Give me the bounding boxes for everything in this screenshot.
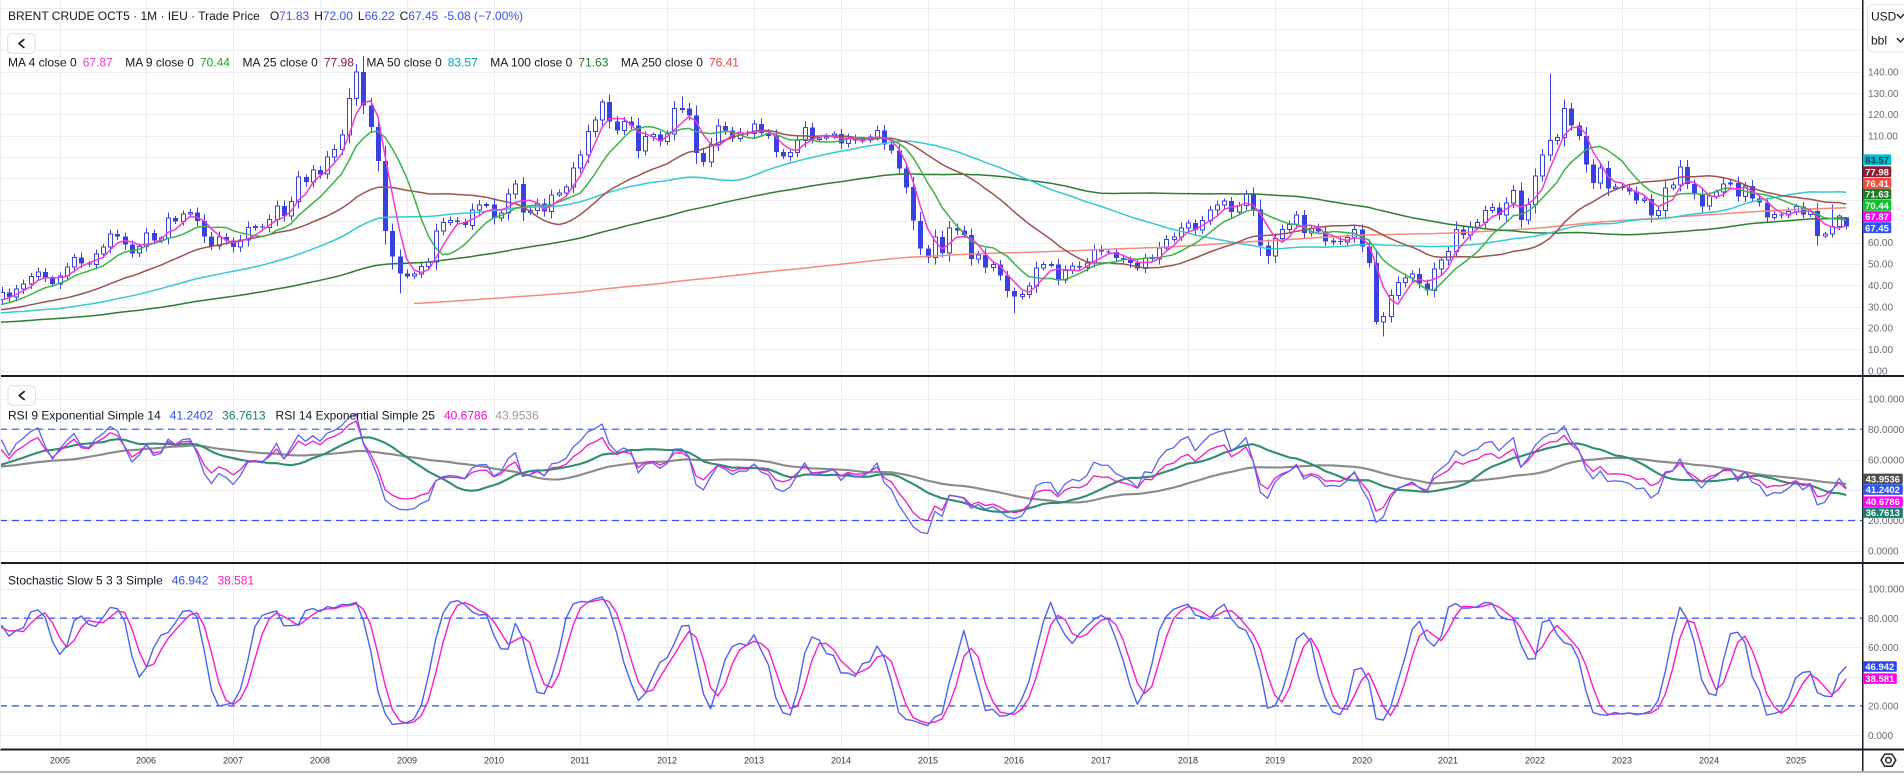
svg-text:80.000: 80.000 (1868, 614, 1899, 625)
svg-text:140.00: 140.00 (1868, 68, 1899, 79)
svg-text:110.00: 110.00 (1868, 132, 1898, 143)
svg-text:bbl: bbl (1871, 34, 1887, 48)
svg-text:2018: 2018 (1178, 756, 1198, 766)
svg-text:2021: 2021 (1438, 756, 1458, 766)
svg-text:2007: 2007 (223, 756, 243, 766)
svg-text:77.98: 77.98 (1865, 167, 1889, 178)
svg-text:43.9536: 43.9536 (1866, 475, 1900, 486)
svg-text:67.45: 67.45 (1865, 223, 1889, 234)
svg-text:67.87: 67.87 (1865, 212, 1889, 223)
svg-text:10.00: 10.00 (1868, 345, 1893, 356)
svg-text:2024: 2024 (1699, 756, 1719, 766)
svg-text:100.000: 100.000 (1868, 585, 1904, 596)
svg-text:60.000: 60.000 (1868, 643, 1899, 654)
svg-text:120.00: 120.00 (1868, 110, 1899, 121)
svg-text:38.581: 38.581 (1865, 674, 1895, 685)
svg-text:2012: 2012 (657, 756, 677, 766)
svg-text:46.942: 46.942 (1865, 662, 1894, 673)
svg-text:100.0000: 100.0000 (1868, 395, 1904, 406)
svg-text:2023: 2023 (1612, 756, 1632, 766)
svg-text:2008: 2008 (310, 756, 330, 766)
svg-text:83.57: 83.57 (1865, 155, 1889, 166)
svg-text:80.0000: 80.0000 (1868, 425, 1904, 436)
svg-text:20.000: 20.000 (1868, 702, 1899, 713)
svg-text:41.2402: 41.2402 (1866, 485, 1900, 496)
svg-text:2019: 2019 (1265, 756, 1285, 766)
svg-text:60.0000: 60.0000 (1868, 455, 1904, 466)
svg-text:2005: 2005 (50, 756, 70, 766)
svg-text:2011: 2011 (570, 756, 589, 766)
svg-text:2017: 2017 (1091, 756, 1111, 766)
svg-text:60.00: 60.00 (1868, 238, 1893, 249)
svg-text:2010: 2010 (484, 756, 504, 766)
svg-text:30.00: 30.00 (1868, 302, 1893, 313)
svg-text:2025: 2025 (1786, 756, 1806, 766)
svg-text:0.00: 0.00 (1868, 366, 1888, 377)
svg-text:0.000: 0.000 (1868, 731, 1893, 742)
svg-text:2013: 2013 (744, 756, 764, 766)
svg-text:70.44: 70.44 (1865, 201, 1889, 212)
svg-text:0.0000: 0.0000 (1868, 547, 1899, 558)
svg-text:76.41: 76.41 (1865, 179, 1889, 190)
svg-text:50.00: 50.00 (1868, 260, 1893, 271)
svg-text:2015: 2015 (918, 756, 938, 766)
svg-text:2016: 2016 (1004, 756, 1024, 766)
svg-text:2020: 2020 (1352, 756, 1372, 766)
svg-text:2006: 2006 (136, 756, 156, 766)
svg-text:2022: 2022 (1525, 756, 1545, 766)
svg-text:20.00: 20.00 (1868, 324, 1893, 335)
svg-text:36.7613: 36.7613 (1866, 508, 1900, 519)
svg-text:40.6786: 40.6786 (1866, 497, 1900, 508)
svg-text:USD: USD (1871, 10, 1897, 24)
svg-text:2014: 2014 (831, 756, 851, 766)
svg-text:2009: 2009 (397, 756, 417, 766)
svg-text:71.63: 71.63 (1865, 190, 1889, 201)
svg-text:40.00: 40.00 (1868, 281, 1893, 292)
svg-text:130.00: 130.00 (1868, 89, 1899, 100)
